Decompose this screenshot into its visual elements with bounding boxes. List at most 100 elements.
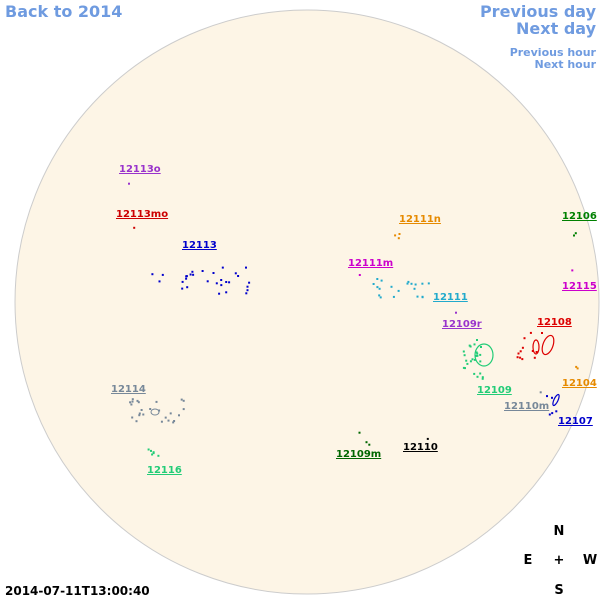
sunspot — [215, 282, 218, 285]
compass-east: E — [524, 553, 533, 568]
sunspot — [237, 275, 240, 277]
compass-north: N — [554, 524, 565, 539]
region-label[interactable]: 12109m — [336, 449, 381, 460]
previous-day-link[interactable]: Previous day — [480, 2, 597, 21]
sunspot — [129, 401, 132, 404]
sunspot — [481, 377, 484, 380]
region-label[interactable]: 12111m — [348, 258, 393, 269]
sunspot — [192, 273, 195, 276]
sunspot — [130, 403, 133, 406]
sunspot — [186, 286, 189, 289]
sunspot — [398, 233, 401, 235]
sunspot — [245, 292, 248, 295]
sunspot — [410, 282, 413, 285]
region-label[interactable]: 12110 — [403, 442, 438, 453]
sunspot — [516, 356, 519, 359]
region-label[interactable]: 12104 — [562, 378, 597, 389]
sunspot — [475, 351, 478, 354]
sunspot — [137, 401, 140, 404]
previous-hour-link[interactable]: Previous hour — [510, 46, 597, 59]
sunspot — [172, 421, 175, 424]
contour — [532, 339, 540, 355]
sunspot — [479, 372, 482, 375]
region-label[interactable]: 12113o — [119, 164, 161, 175]
sunspot — [531, 350, 534, 352]
sunspot — [394, 234, 397, 237]
sunspot — [147, 448, 150, 451]
sunspot — [185, 275, 188, 278]
sunspot — [479, 360, 482, 363]
sunspot — [128, 182, 130, 185]
sunspot — [465, 359, 468, 362]
sunspot — [473, 343, 476, 346]
back-link[interactable]: Back to 2014 — [5, 2, 122, 21]
sunspot — [551, 396, 553, 399]
sunspot — [414, 283, 417, 286]
sunspot — [379, 296, 382, 299]
region-label[interactable]: 12107 — [558, 416, 593, 427]
sunspot — [164, 416, 167, 419]
sunspot — [376, 278, 379, 280]
sunspot — [151, 273, 154, 276]
region-label[interactable]: 12113mo — [116, 209, 168, 220]
sunspot — [533, 356, 536, 359]
sunspot — [136, 399, 139, 402]
sunspot — [167, 419, 170, 422]
contour — [552, 393, 560, 407]
sunspot — [421, 296, 424, 299]
sunspot — [517, 352, 520, 355]
sunspot — [476, 339, 478, 341]
region-label[interactable]: 12115 — [562, 281, 597, 292]
sunspot — [140, 409, 143, 411]
region-label[interactable]: 12110m — [504, 401, 549, 412]
sunspot — [142, 413, 145, 416]
sunspot — [576, 367, 579, 370]
region-label[interactable]: 12109r — [442, 319, 482, 330]
contour — [474, 343, 494, 367]
sunspot — [220, 284, 223, 287]
sunspot — [228, 281, 231, 284]
sunspot — [380, 279, 383, 282]
next-hour-link[interactable]: Next hour — [535, 58, 597, 71]
sunspot — [376, 286, 379, 289]
sunspot — [480, 346, 482, 348]
compass-west: W — [583, 553, 597, 568]
sunspot — [555, 410, 558, 413]
sunspot — [234, 272, 237, 275]
sunspot — [358, 431, 361, 434]
sunspot — [181, 287, 184, 290]
sunspot — [201, 270, 204, 272]
sunspot — [225, 291, 228, 294]
sunspot — [476, 352, 479, 355]
sunspot — [481, 376, 484, 379]
next-day-link[interactable]: Next day — [516, 19, 597, 38]
region-label[interactable]: 12109 — [477, 385, 512, 396]
sunspot — [368, 443, 371, 446]
sunspot — [149, 408, 152, 410]
sunspot — [221, 266, 224, 269]
region-label[interactable]: 12113 — [182, 240, 217, 251]
sunspot — [180, 398, 183, 401]
sunspot — [476, 375, 479, 378]
sunspot — [523, 337, 526, 340]
sunspot — [191, 270, 194, 273]
sunspot — [133, 226, 136, 229]
contour — [150, 408, 160, 416]
region-label[interactable]: 12111 — [433, 292, 468, 303]
compass-center: + — [554, 553, 565, 568]
sunspot — [181, 280, 184, 283]
sunspot — [475, 354, 478, 357]
sunspot — [160, 420, 163, 423]
region-label[interactable]: 12111n — [399, 214, 441, 225]
region-label[interactable]: 12116 — [147, 465, 182, 476]
sunspot — [521, 346, 524, 349]
sunspot — [138, 412, 141, 415]
sunspot — [455, 311, 457, 314]
region-label[interactable]: 12114 — [111, 384, 146, 395]
region-label[interactable]: 12106 — [562, 211, 597, 222]
sunspot — [413, 287, 416, 290]
sunspot — [463, 354, 466, 357]
sunspot — [539, 391, 542, 394]
sunspot — [571, 269, 574, 272]
region-label[interactable]: 12108 — [537, 317, 572, 328]
